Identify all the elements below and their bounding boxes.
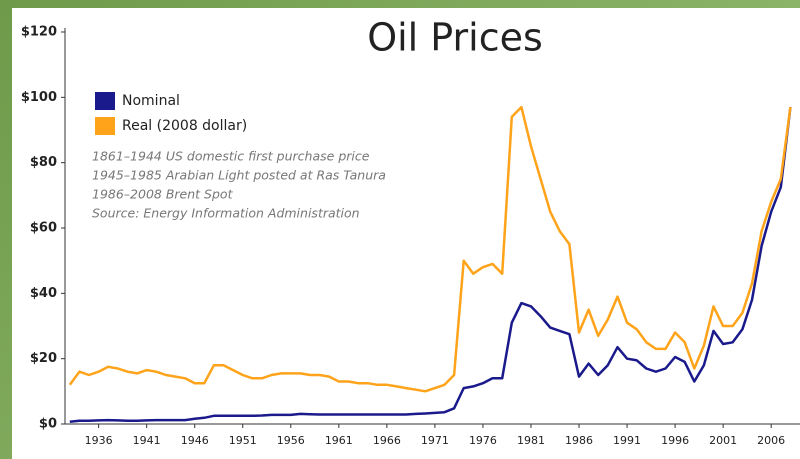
x-tick-label: 1936	[85, 434, 113, 447]
chart-title: Oil Prices	[367, 16, 543, 60]
x-tick-label: 1991	[613, 434, 641, 447]
note: 1861–1944 US domestic first purchase pri…	[92, 149, 370, 164]
note: Source: Energy Information Administratio…	[92, 206, 360, 221]
legend-label: Real (2008 dollar)	[122, 118, 247, 134]
x-tick-label: 1986	[565, 434, 593, 447]
x-tick-label: 1956	[277, 434, 305, 447]
y-tick-label: $40	[30, 286, 57, 301]
x-tick-label: 1951	[229, 434, 257, 447]
y-tick-label: $20	[30, 351, 57, 366]
x-tick-label: 2006	[757, 434, 785, 447]
x-tick-label: 1971	[421, 434, 449, 447]
series-line	[69, 106, 792, 423]
chart-background	[12, 8, 800, 459]
y-tick-label: $0	[39, 417, 57, 432]
x-tick-label: 1941	[133, 434, 161, 447]
y-tick-label: $120	[21, 25, 57, 40]
x-tick-label: 1966	[373, 434, 401, 447]
note: 1986–2008 Brent Spot	[92, 187, 234, 202]
series-line	[68, 105, 792, 393]
x-tick-label: 1961	[325, 434, 353, 447]
y-tick-label: $100	[21, 90, 57, 105]
x-tick-label: 1976	[469, 434, 497, 447]
legend-label: Nominal	[122, 93, 180, 109]
x-tick-label: 2001	[709, 434, 737, 447]
legend-swatch	[95, 117, 115, 135]
x-tick-label: 1996	[661, 434, 689, 447]
x-tick-label: 1946	[181, 434, 209, 447]
legend-swatch	[95, 92, 115, 110]
y-tick-label: $80	[30, 155, 57, 170]
y-tick-label: $60	[30, 221, 57, 236]
note: 1945–1985 Arabian Light posted at Ras Ta…	[92, 168, 386, 183]
x-tick-label: 1981	[517, 434, 545, 447]
